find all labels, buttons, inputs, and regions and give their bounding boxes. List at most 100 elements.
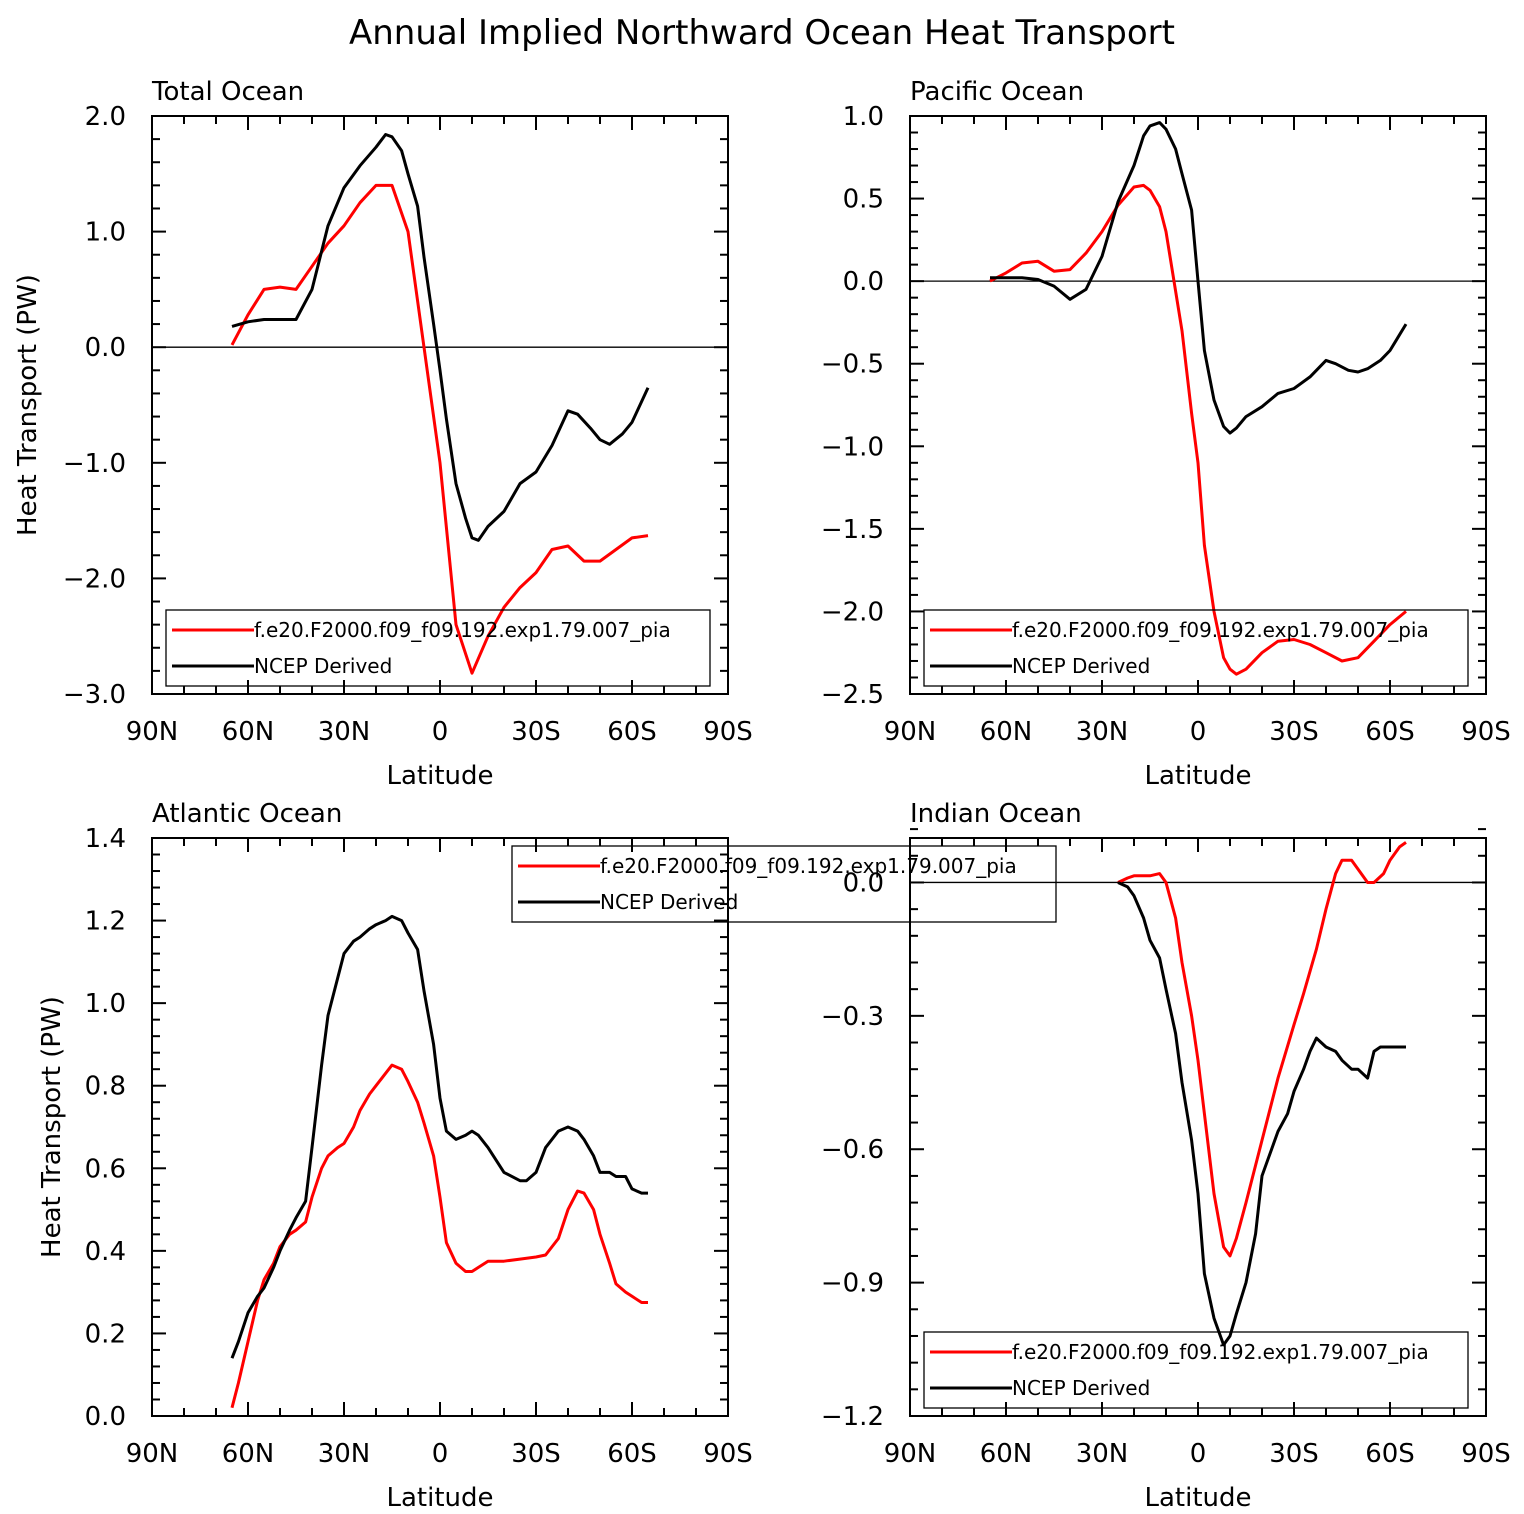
atlantic-ocean-x-tick-label: 0 — [432, 1439, 449, 1469]
pacific-ocean-y-tick-label: −0.5 — [821, 350, 884, 380]
atlantic-ocean-x-axis-label: Latitude — [386, 1483, 493, 1513]
pacific-ocean-x-tick-label: 60N — [980, 717, 1033, 747]
total-ocean-y-axis-label: Heat Transport (PW) — [13, 274, 43, 536]
atlantic-ocean-y-tick-label: 1.4 — [85, 824, 126, 854]
total-ocean-legend-label: NCEP Derived — [254, 654, 392, 678]
total-ocean-x-tick-label: 90N — [126, 717, 179, 747]
pacific-ocean-y-tick-label: −1.5 — [821, 515, 884, 545]
total-ocean-panel: Total Ocean 90N 60N 30N 0 30S 60S 90S 2.0 1.0 0.0 −… — [13, 77, 753, 791]
main-title: Annual Implied Northward Ocean Heat Tran… — [349, 13, 1175, 53]
pacific-ocean-x-tick-label: 90S — [1461, 717, 1511, 747]
indian-ocean-x-tick-label: 0 — [1190, 1439, 1207, 1469]
total-ocean-y-tick-label: −1.0 — [63, 449, 126, 479]
total-ocean-y-tick-label: 2.0 — [85, 102, 126, 132]
pacific-ocean-legend-label: NCEP Derived — [1012, 654, 1150, 678]
pacific-ocean-x-tick-label: 60S — [1365, 717, 1415, 747]
indian-ocean-ticks — [909, 828, 1487, 1417]
total-ocean-x-axis-label: Latitude — [386, 761, 493, 791]
indian-ocean-legend-label: f.e20.F2000.f09_f09.192.exp1.79.007_pia — [1012, 1340, 1429, 1364]
indian-ocean-panel: Indian Ocean 90N 60N 30N 0 30S 60S 90S 0.0 −0.3 −0… — [821, 799, 1511, 1513]
atlantic-ocean-x-tick-label: 60S — [607, 1439, 657, 1469]
indian-ocean-x-axis-label: Latitude — [1144, 1483, 1251, 1513]
chart-panels: Total Ocean 90N 60N 30N 0 30S 60S 90S 2.0 1.0 0.0 −… — [13, 77, 1511, 1513]
total-ocean-legend-box — [165, 609, 711, 687]
atlantic-ocean-x-tick-label: 30N — [318, 1439, 371, 1469]
atlantic-ocean-x-tick-label: 60N — [222, 1439, 275, 1469]
atlantic-ocean-x-tick-label: 90N — [126, 1439, 179, 1469]
total-ocean-x-tick-label: 90S — [703, 717, 753, 747]
atlantic-ocean-y-tick-label: 0.0 — [85, 1402, 126, 1432]
indian-ocean-x-tick-label: 60S — [1365, 1439, 1415, 1469]
pacific-ocean-x-axis-label: Latitude — [1144, 761, 1251, 791]
atlantic-ocean-series-model — [230, 1063, 648, 1409]
indian-ocean-plot-frame — [909, 837, 1487, 1417]
atlantic-ocean-title: Atlantic Ocean — [152, 799, 342, 829]
atlantic-ocean-y-tick-label: 0.8 — [85, 1072, 126, 1102]
indian-ocean-title: Indian Ocean — [910, 799, 1082, 829]
pacific-ocean-series-ncep — [990, 121, 1408, 435]
total-ocean-title: Total Ocean — [151, 77, 304, 107]
atlantic-ocean-y-tick-label: 1.2 — [85, 907, 126, 937]
pacific-ocean-panel: Pacific Ocean 90N 60N 30N 0 30S 60S 90S 1.0 0.5 0.… — [821, 77, 1511, 791]
atlantic-ocean-ticks — [151, 837, 729, 1417]
pacific-ocean-x-tick-label: 0 — [1190, 717, 1207, 747]
atlantic-ocean-x-tick-label: 30S — [511, 1439, 561, 1469]
pacific-ocean-y-tick-label: 1.0 — [843, 102, 884, 132]
atlantic-ocean-y-tick-label: 0.6 — [85, 1154, 126, 1184]
indian-ocean-legend-box — [923, 1331, 1469, 1409]
indian-ocean-y-tick-label: −0.9 — [821, 1269, 884, 1299]
total-ocean-x-tick-label: 60N — [222, 717, 275, 747]
indian-ocean-series-model — [1117, 841, 1407, 1258]
indian-ocean-y-tick-label: 0.0 — [843, 868, 884, 898]
pacific-ocean-legend-box — [923, 609, 1469, 687]
atlantic-ocean-y-tick-label: 0.2 — [85, 1319, 126, 1349]
pacific-ocean-x-tick-label: 90N — [884, 717, 937, 747]
pacific-ocean-x-tick-label: 30N — [1076, 717, 1129, 747]
pacific-ocean-y-tick-label: −1.0 — [821, 432, 884, 462]
atlantic-ocean-legend-label: NCEP Derived — [600, 890, 738, 914]
pacific-ocean-y-tick-label: −2.0 — [821, 597, 884, 627]
total-ocean-legend-label: f.e20.F2000.f09_f09.192.exp1.79.007_pia — [254, 618, 671, 642]
indian-ocean-x-tick-label: 30N — [1076, 1439, 1129, 1469]
atlantic-ocean-legend: f.e20.F2000.f09_f09.192.exp1.79.007_pia N… — [511, 845, 1057, 923]
pacific-ocean-y-tick-label: 0.0 — [843, 267, 884, 297]
total-ocean-y-tick-label: −3.0 — [63, 680, 126, 710]
indian-ocean-legend: f.e20.F2000.f09_f09.192.exp1.79.007_pia N… — [923, 1331, 1469, 1409]
atlantic-ocean-legend-label: f.e20.F2000.f09_f09.192.exp1.79.007_pia — [600, 854, 1017, 878]
pacific-ocean-plot-frame — [909, 115, 1487, 695]
total-ocean-x-tick-label: 30S — [511, 717, 561, 747]
indian-ocean-x-tick-label: 90N — [884, 1439, 937, 1469]
indian-ocean-x-tick-label: 90S — [1461, 1439, 1511, 1469]
pacific-ocean-ticks — [909, 115, 1487, 695]
atlantic-ocean-y-tick-label: 0.4 — [85, 1237, 126, 1267]
indian-ocean-x-tick-label: 30S — [1269, 1439, 1319, 1469]
total-ocean-x-tick-label: 60S — [607, 717, 657, 747]
total-ocean-ticks — [151, 115, 729, 695]
atlantic-ocean-series-ncep — [230, 914, 648, 1359]
indian-ocean-y-tick-label: −0.3 — [821, 1002, 884, 1032]
pacific-ocean-y-tick-label: −2.5 — [821, 680, 884, 710]
atlantic-ocean-plot-frame — [151, 837, 729, 1417]
total-ocean-x-tick-label: 30N — [318, 717, 371, 747]
indian-ocean-series-ncep — [1117, 881, 1406, 1347]
pacific-ocean-title: Pacific Ocean — [910, 77, 1084, 107]
pacific-ocean-y-tick-label: 0.5 — [843, 185, 884, 215]
total-ocean-x-tick-label: 0 — [432, 717, 449, 747]
total-ocean-series-model — [230, 183, 649, 675]
pacific-ocean-legend-label: f.e20.F2000.f09_f09.192.exp1.79.007_pia — [1012, 618, 1429, 642]
atlantic-ocean-y-axis-label: Heat Transport (PW) — [37, 996, 67, 1258]
atlantic-ocean-y-tick-label: 1.0 — [85, 989, 126, 1019]
total-ocean-y-tick-label: −2.0 — [63, 564, 126, 594]
atlantic-ocean-panel: Atlantic Ocean 90N 60N 30N 0 30S 60S 90S 1.4 1.2 1… — [37, 799, 1057, 1513]
indian-ocean-y-tick-label: −1.2 — [821, 1402, 884, 1432]
pacific-ocean-x-tick-label: 30S — [1269, 717, 1319, 747]
pacific-ocean-series-model — [989, 183, 1407, 676]
indian-ocean-y-tick-label: −0.6 — [821, 1135, 884, 1165]
total-ocean-y-tick-label: 0.0 — [85, 333, 126, 363]
atlantic-ocean-legend-box — [511, 845, 1057, 923]
atlantic-ocean-x-tick-label: 90S — [703, 1439, 753, 1469]
pacific-ocean-legend: f.e20.F2000.f09_f09.192.exp1.79.007_pia N… — [923, 609, 1469, 687]
total-ocean-legend: f.e20.F2000.f09_f09.192.exp1.79.007_pia N… — [165, 609, 711, 687]
total-ocean-series-ncep — [231, 133, 650, 542]
